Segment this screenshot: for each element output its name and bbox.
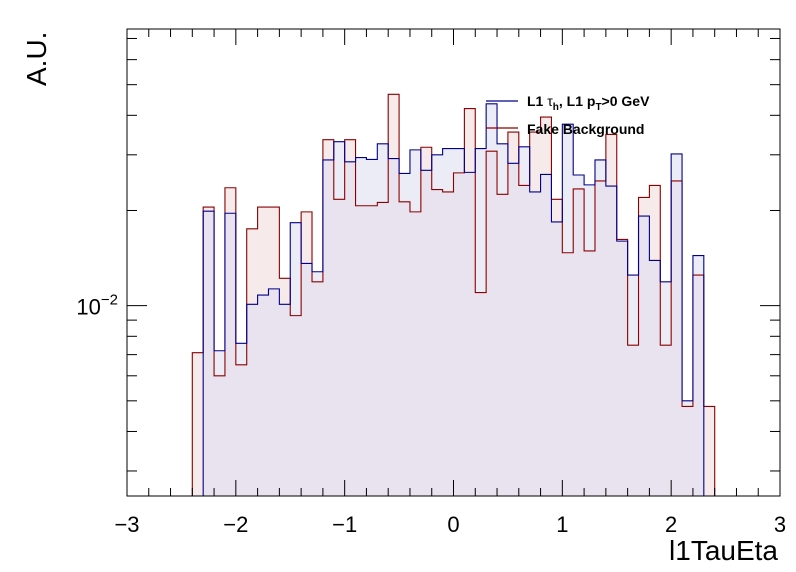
series-line-1 bbox=[191, 93, 716, 496]
plot-axes: −3 −2 −1 0 1 2 3 10−2 bbox=[76, 28, 786, 537]
x-axis-title: l1TauEta bbox=[669, 535, 778, 566]
series-line-0 bbox=[192, 103, 715, 497]
x-tick-label: −2 bbox=[223, 512, 248, 537]
x-tick-label: 1 bbox=[556, 512, 568, 537]
x-tick-label: 0 bbox=[447, 512, 459, 537]
y-tick-label: 10−2 bbox=[76, 292, 118, 320]
plot-series bbox=[191, 93, 716, 497]
x-tick-label: 2 bbox=[665, 512, 677, 537]
legend-label-background: Fake Background bbox=[527, 121, 644, 137]
x-tick-label: −3 bbox=[114, 512, 139, 537]
x-tick-label: 3 bbox=[774, 512, 786, 537]
legend: L1 τh, L1 pT>0 GeV Fake Background bbox=[486, 93, 650, 137]
legend-label-signal: L1 τh, L1 pT>0 GeV bbox=[527, 93, 650, 113]
y-axis-title: A.U. bbox=[21, 32, 52, 86]
x-tick-label: −1 bbox=[332, 512, 357, 537]
